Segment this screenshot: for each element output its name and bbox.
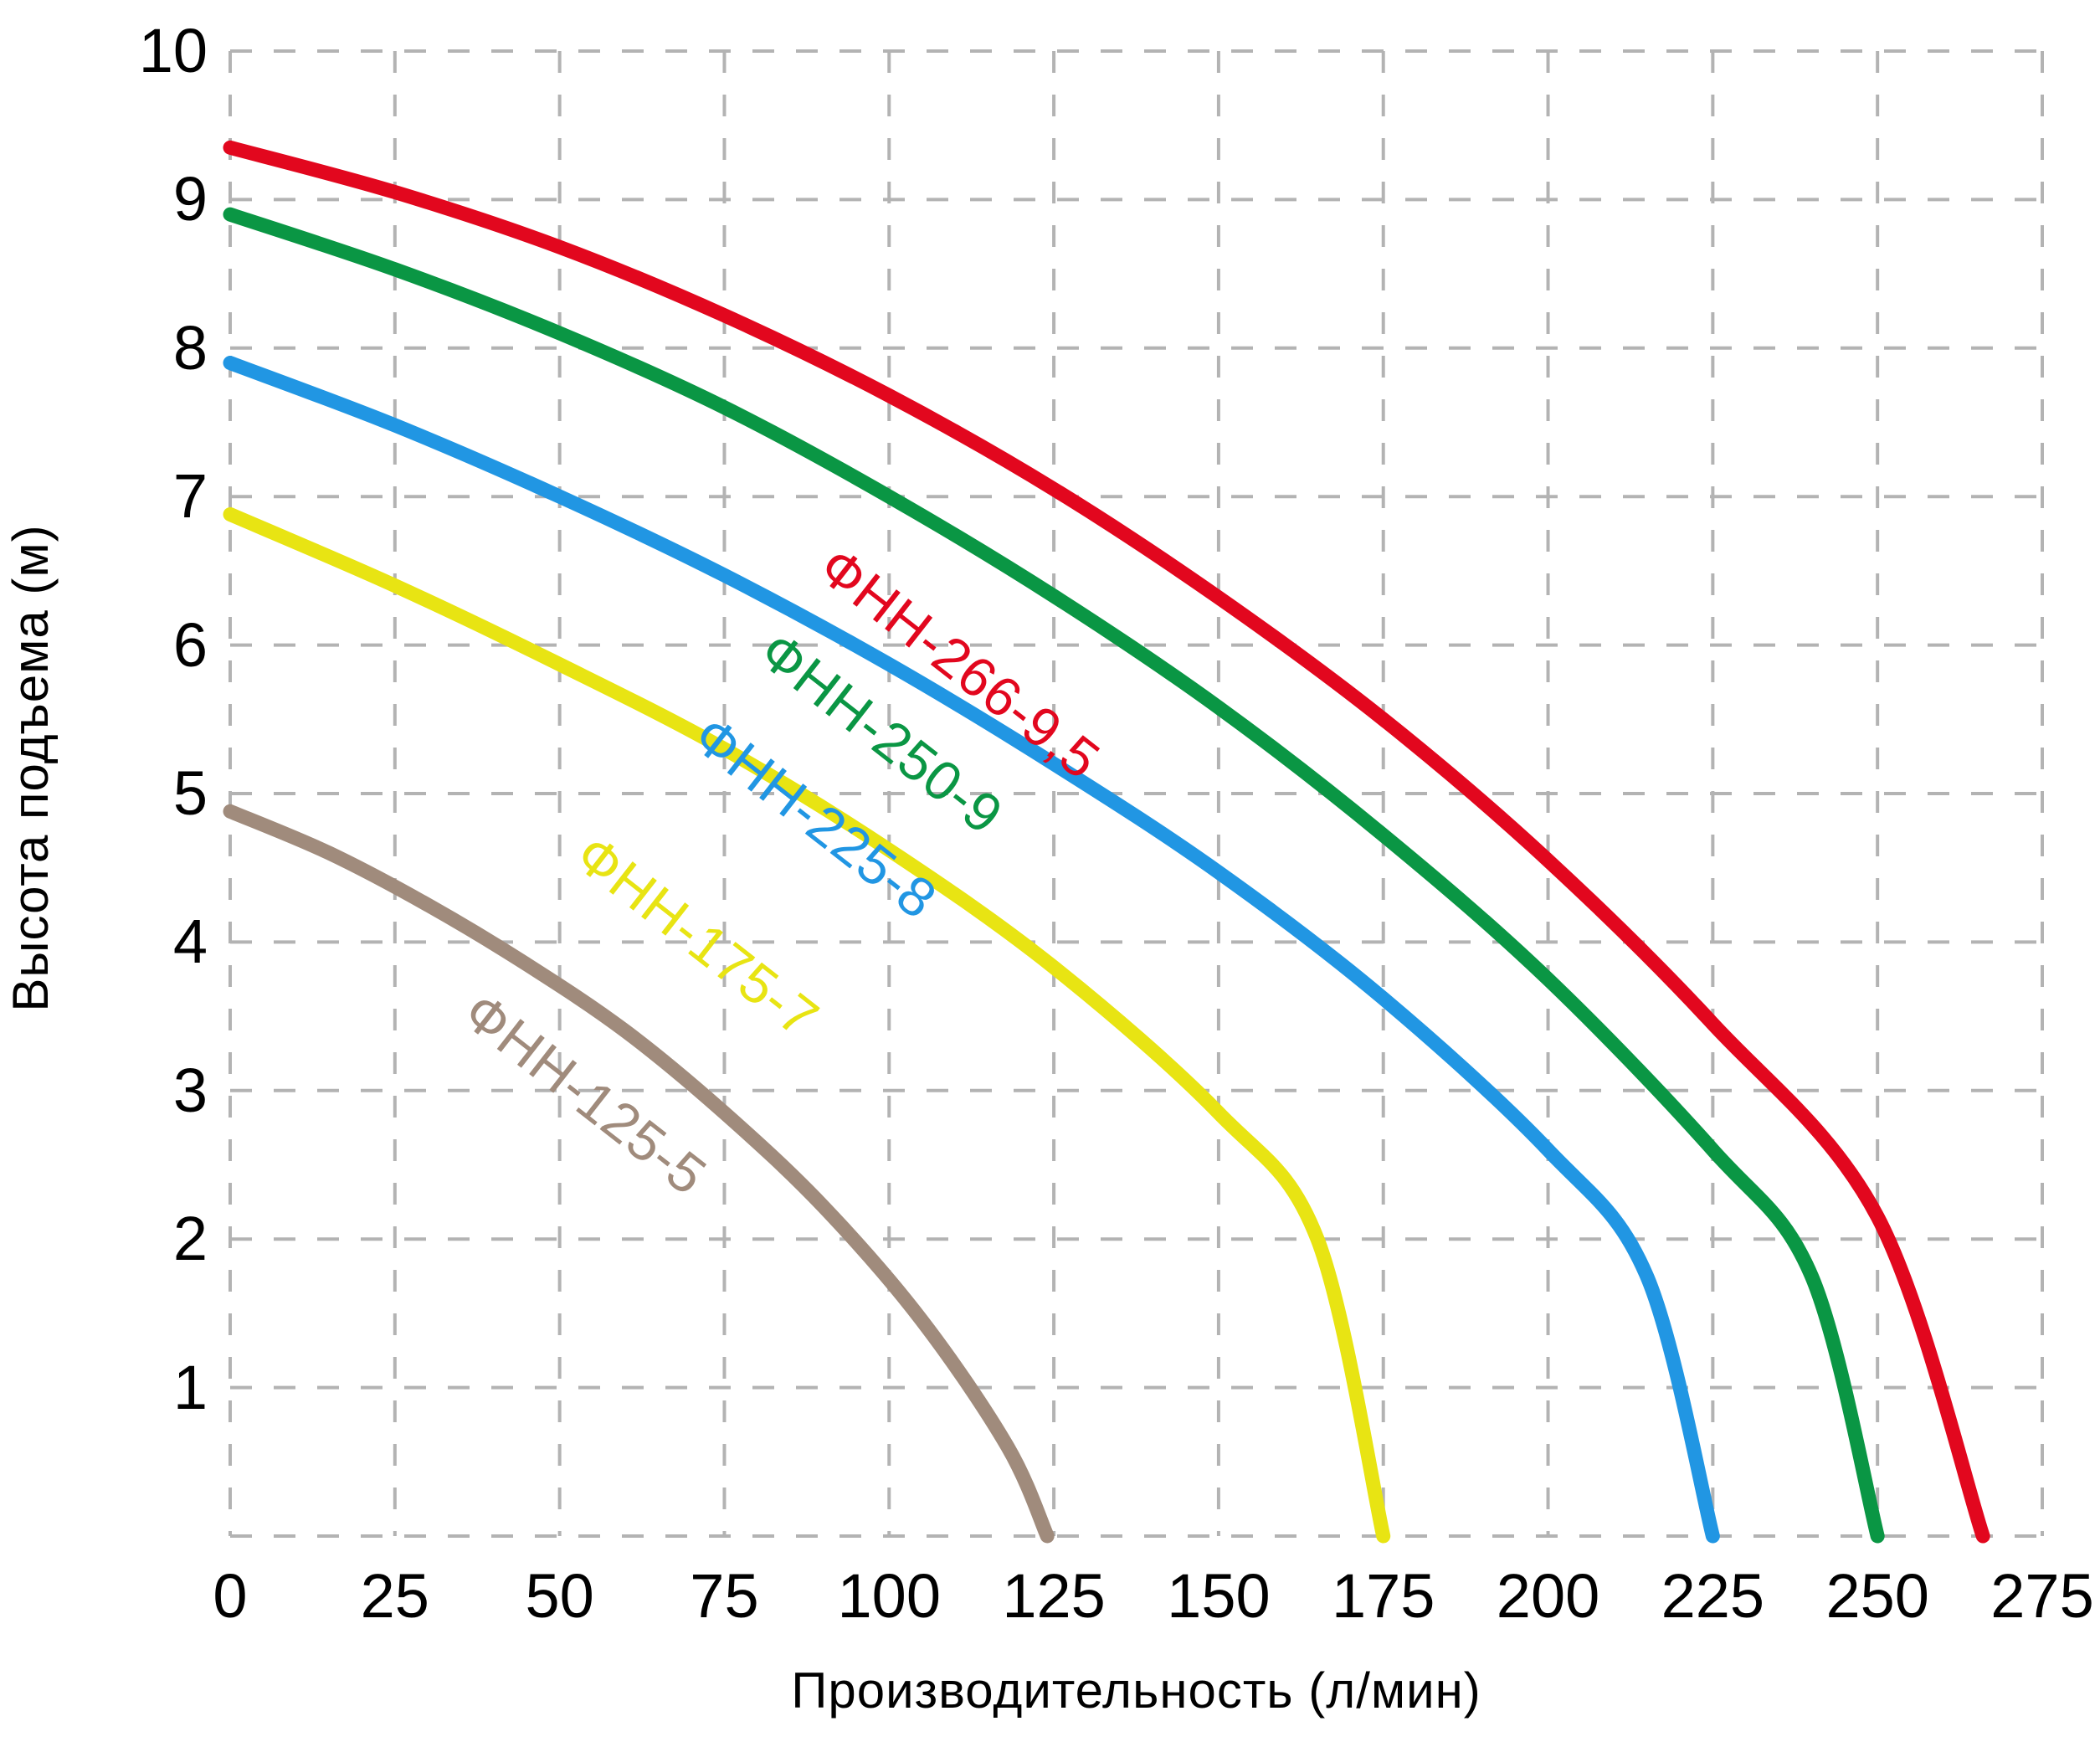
- y-tick-label-10: 10: [138, 16, 208, 85]
- x-tick-label-0: 0: [213, 1561, 248, 1631]
- x-tick-label-275: 275: [1990, 1561, 2094, 1631]
- y-tick-label-8: 8: [172, 312, 208, 383]
- x-axis-tick-labels: 0 25 50 75 100 125 150 175 200 225 250 275: [0, 1561, 2100, 1653]
- y-tick-label-4: 4: [172, 907, 208, 977]
- curve-labels: ФНН-266-9,5 ФНН-250-9 ФНН-225-8 ФНН-175-7 ФН…: [230, 51, 2042, 1536]
- x-tick-label-125: 125: [1002, 1561, 1106, 1631]
- series-curve-4: [223, 804, 1055, 1544]
- series-curve-3: [223, 506, 1391, 1544]
- y-tick-label-5: 5: [172, 758, 208, 828]
- y-tick-label-2: 2: [172, 1204, 208, 1274]
- y-tick-label-1: 1: [172, 1352, 208, 1422]
- x-tick-label-150: 150: [1167, 1561, 1271, 1631]
- y-tick-label-7: 7: [172, 461, 208, 532]
- series-curve-2: [223, 356, 1720, 1544]
- x-tick-label-225: 225: [1661, 1561, 1765, 1631]
- x-tick-label-175: 175: [1331, 1561, 1435, 1631]
- y-tick-label-3: 3: [172, 1055, 208, 1125]
- x-axis-title: Производительность (л/мин): [791, 1662, 1481, 1719]
- series-curve-1: [223, 207, 1885, 1544]
- x-tick-label-25: 25: [360, 1561, 429, 1631]
- series-curve-0: [223, 140, 1990, 1544]
- y-tick-label-9: 9: [172, 164, 208, 234]
- series-curves: [223, 140, 1990, 1544]
- y-axis-tick-labels: 1 2 3 4 5 6 7 8 9 10: [0, 0, 209, 1747]
- x-tick-label-250: 250: [1825, 1561, 1929, 1631]
- y-tick-label-6: 6: [172, 609, 208, 680]
- plot-area: ФНН-266-9,5 ФНН-250-9 ФНН-225-8 ФНН-175-7 ФН…: [223, 49, 2044, 1544]
- x-tick-label-200: 200: [1496, 1561, 1600, 1631]
- x-tick-label-75: 75: [690, 1561, 759, 1631]
- x-tick-label-100: 100: [837, 1561, 941, 1631]
- x-tick-label-50: 50: [525, 1561, 594, 1631]
- curve-label-3: ФНН-175-7: [564, 822, 830, 1050]
- curve-label-4: ФНН-125-5: [452, 979, 718, 1207]
